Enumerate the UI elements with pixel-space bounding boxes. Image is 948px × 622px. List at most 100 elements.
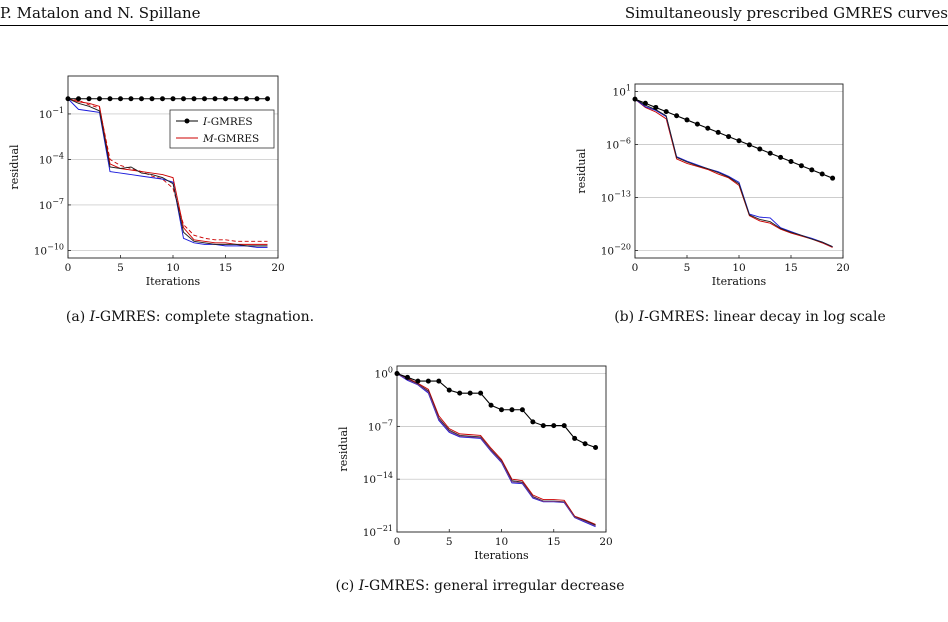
series-point	[705, 125, 711, 131]
series-point	[415, 378, 421, 384]
series-point	[684, 117, 690, 123]
x-tick-label: 5	[684, 262, 691, 274]
series-point	[265, 96, 270, 102]
y-tick-label: 10−14	[363, 471, 393, 486]
series-point	[642, 100, 648, 106]
chart-b: 0 5 10 15 20 101 10−6 10−13 10−20 Iterations resid…	[575, 83, 850, 288]
y-axis-label: residual	[575, 148, 588, 194]
series-point	[767, 150, 773, 156]
x-tick-label: 5	[117, 262, 124, 274]
series-point	[530, 419, 536, 425]
series-point	[212, 96, 218, 102]
series-point	[593, 444, 599, 450]
series-point	[467, 390, 473, 396]
series-point	[551, 423, 557, 429]
series-point	[170, 96, 176, 102]
series-point	[540, 423, 546, 429]
series-line-1	[396, 373, 596, 525]
chart-c: 0 5 10 15 20 100 10−7 10−14 10−21 Iterations resid…	[337, 366, 613, 562]
series-point	[244, 96, 249, 102]
series-point	[830, 175, 836, 181]
x-tick-label: 15	[784, 262, 797, 274]
y-tick-label: 10−7	[368, 418, 393, 433]
x-tick-label: 20	[599, 536, 612, 548]
series-point	[97, 96, 102, 102]
series-point	[436, 378, 442, 384]
legend-marker	[184, 118, 190, 124]
y-tick-label: 100	[375, 366, 393, 381]
series-point	[478, 390, 484, 396]
series-point	[254, 96, 260, 102]
y-tick-label: 10−21	[363, 524, 393, 539]
series-point	[778, 154, 784, 160]
series-point	[202, 96, 207, 102]
series-line-4	[67, 98, 268, 247]
series-point	[809, 167, 815, 173]
x-tick-label: 5	[446, 536, 453, 548]
y-axis-label: residual	[337, 426, 350, 472]
x-tick-label: 15	[219, 262, 232, 274]
series-point	[139, 96, 144, 102]
running-header: P. Matalon and N. Spillane Simultaneousl…	[0, 0, 948, 26]
series-point	[519, 407, 525, 413]
y-tick-label: 10−13	[601, 189, 631, 204]
series-point	[674, 113, 680, 119]
chart-a: 0 5 10 15 20 10−1 10−4 10−7 10−10 Iterations resid…	[8, 75, 285, 288]
series-line-1	[634, 98, 833, 248]
series-point	[181, 96, 186, 102]
x-tick-label: 20	[271, 262, 284, 274]
y-tick-label: 10−10	[34, 242, 64, 257]
series-point	[404, 374, 410, 380]
series-point	[86, 96, 92, 102]
series-point	[736, 138, 742, 144]
x-tick-label: 10	[166, 262, 179, 274]
series-point	[663, 109, 669, 115]
x-axis-label: Iterations	[474, 549, 529, 562]
series-point	[446, 387, 452, 393]
series-point	[160, 96, 165, 102]
x-tick-label: 10	[732, 262, 745, 274]
series-point	[798, 163, 804, 169]
series-point	[107, 96, 113, 102]
x-tick-label: 0	[394, 536, 401, 548]
header-authors: P. Matalon and N. Spillane	[0, 4, 201, 22]
x-tick-label: 0	[65, 262, 72, 274]
series-point	[715, 129, 721, 135]
legend-label: M-GMRES	[202, 133, 259, 145]
series-point	[746, 142, 752, 148]
y-tick-label: 101	[613, 84, 631, 99]
x-tick-label: 10	[495, 536, 508, 548]
x-axis-label: Iterations	[146, 275, 201, 288]
series-point	[582, 441, 588, 447]
series-point	[572, 435, 578, 441]
caption-a: (a) I-GMRES: complete stagnation.	[65, 309, 315, 325]
legend-label: I-GMRES	[202, 116, 253, 128]
x-tick-label: 20	[836, 262, 849, 274]
series-point	[488, 402, 494, 408]
legend	[169, 109, 275, 149]
series-point	[694, 121, 700, 127]
series-point	[499, 407, 504, 413]
series-point	[726, 134, 732, 140]
series-point	[788, 159, 794, 165]
series-line-0	[396, 373, 596, 449]
x-tick-label: 0	[632, 262, 639, 274]
y-tick-label: 10−7	[39, 197, 64, 212]
series-point	[757, 146, 763, 152]
series-point	[653, 104, 659, 110]
series-point	[233, 96, 239, 102]
y-tick-label: 10−20	[601, 242, 631, 257]
series-line-2	[67, 98, 268, 242]
series-point	[394, 371, 400, 377]
y-tick-label: 10−1	[39, 106, 64, 121]
series-point	[561, 423, 567, 429]
series-point	[632, 96, 638, 102]
series-point	[65, 96, 71, 102]
series-line-3	[634, 98, 833, 248]
series-point	[223, 96, 228, 102]
x-axis-label: Iterations	[712, 275, 767, 288]
plot-frame	[67, 75, 279, 259]
y-axis-label: residual	[8, 144, 21, 190]
series-line-4	[396, 373, 596, 527]
caption-c: (c) I-GMRES: general irregular decrease	[335, 578, 625, 594]
